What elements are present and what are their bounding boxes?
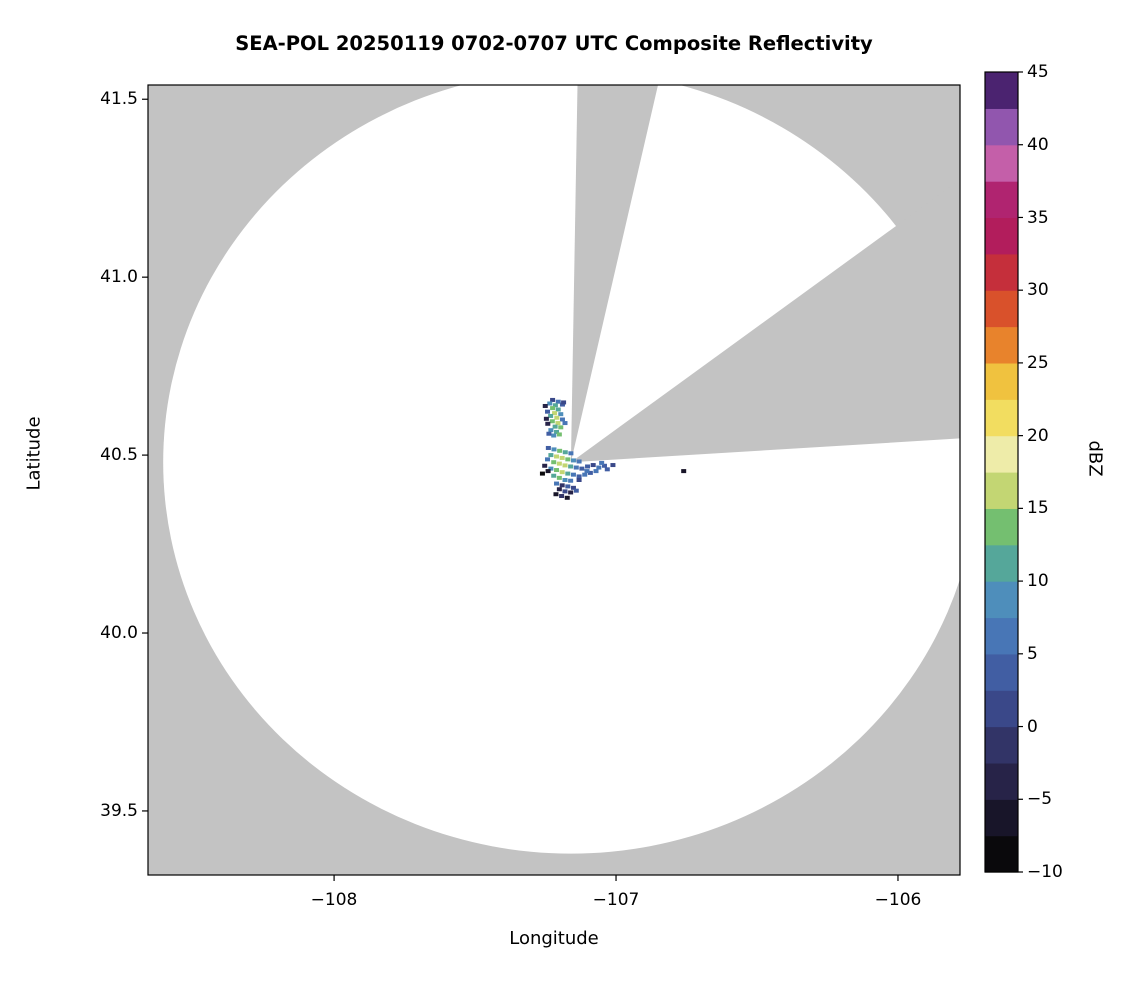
y-tick-label: 41.5: [100, 89, 138, 109]
colorbar-tick-label: 15: [1027, 498, 1049, 518]
colorbar-tick-label: −5: [1027, 789, 1053, 809]
chart-title: SEA-POL 20250119 0702-0707 UTC Composite…: [235, 32, 873, 55]
colorbar-tick-label: 30: [1027, 280, 1049, 300]
colorbar-tick-label: 5: [1027, 644, 1038, 664]
colorbar-tick-label: 40: [1027, 135, 1049, 155]
colorbar-axis-label: dBZ: [1084, 440, 1106, 477]
x-tick-label: −108: [310, 890, 358, 910]
colorbar-tick-label: 35: [1027, 208, 1049, 228]
colorbar-tick-label: −10: [1027, 862, 1063, 882]
colorbar-tick-label: 0: [1027, 717, 1038, 737]
y-tick-label: 39.5: [100, 801, 138, 821]
y-tick-label: 41.0: [100, 267, 138, 287]
x-axis-label: Longitude: [509, 928, 599, 949]
x-tick-label: −107: [592, 890, 640, 910]
colorbar-tick-label: 25: [1027, 353, 1049, 373]
colorbar-tick-label: 20: [1027, 426, 1049, 446]
x-tick-label: −106: [874, 890, 922, 910]
colorbar-tick-label: 10: [1027, 571, 1049, 591]
y-axis-label: Latitude: [23, 416, 45, 491]
colorbar-tick-label: 45: [1027, 62, 1049, 82]
y-tick-label: 40.5: [100, 445, 138, 465]
y-tick-label: 40.0: [100, 623, 138, 643]
